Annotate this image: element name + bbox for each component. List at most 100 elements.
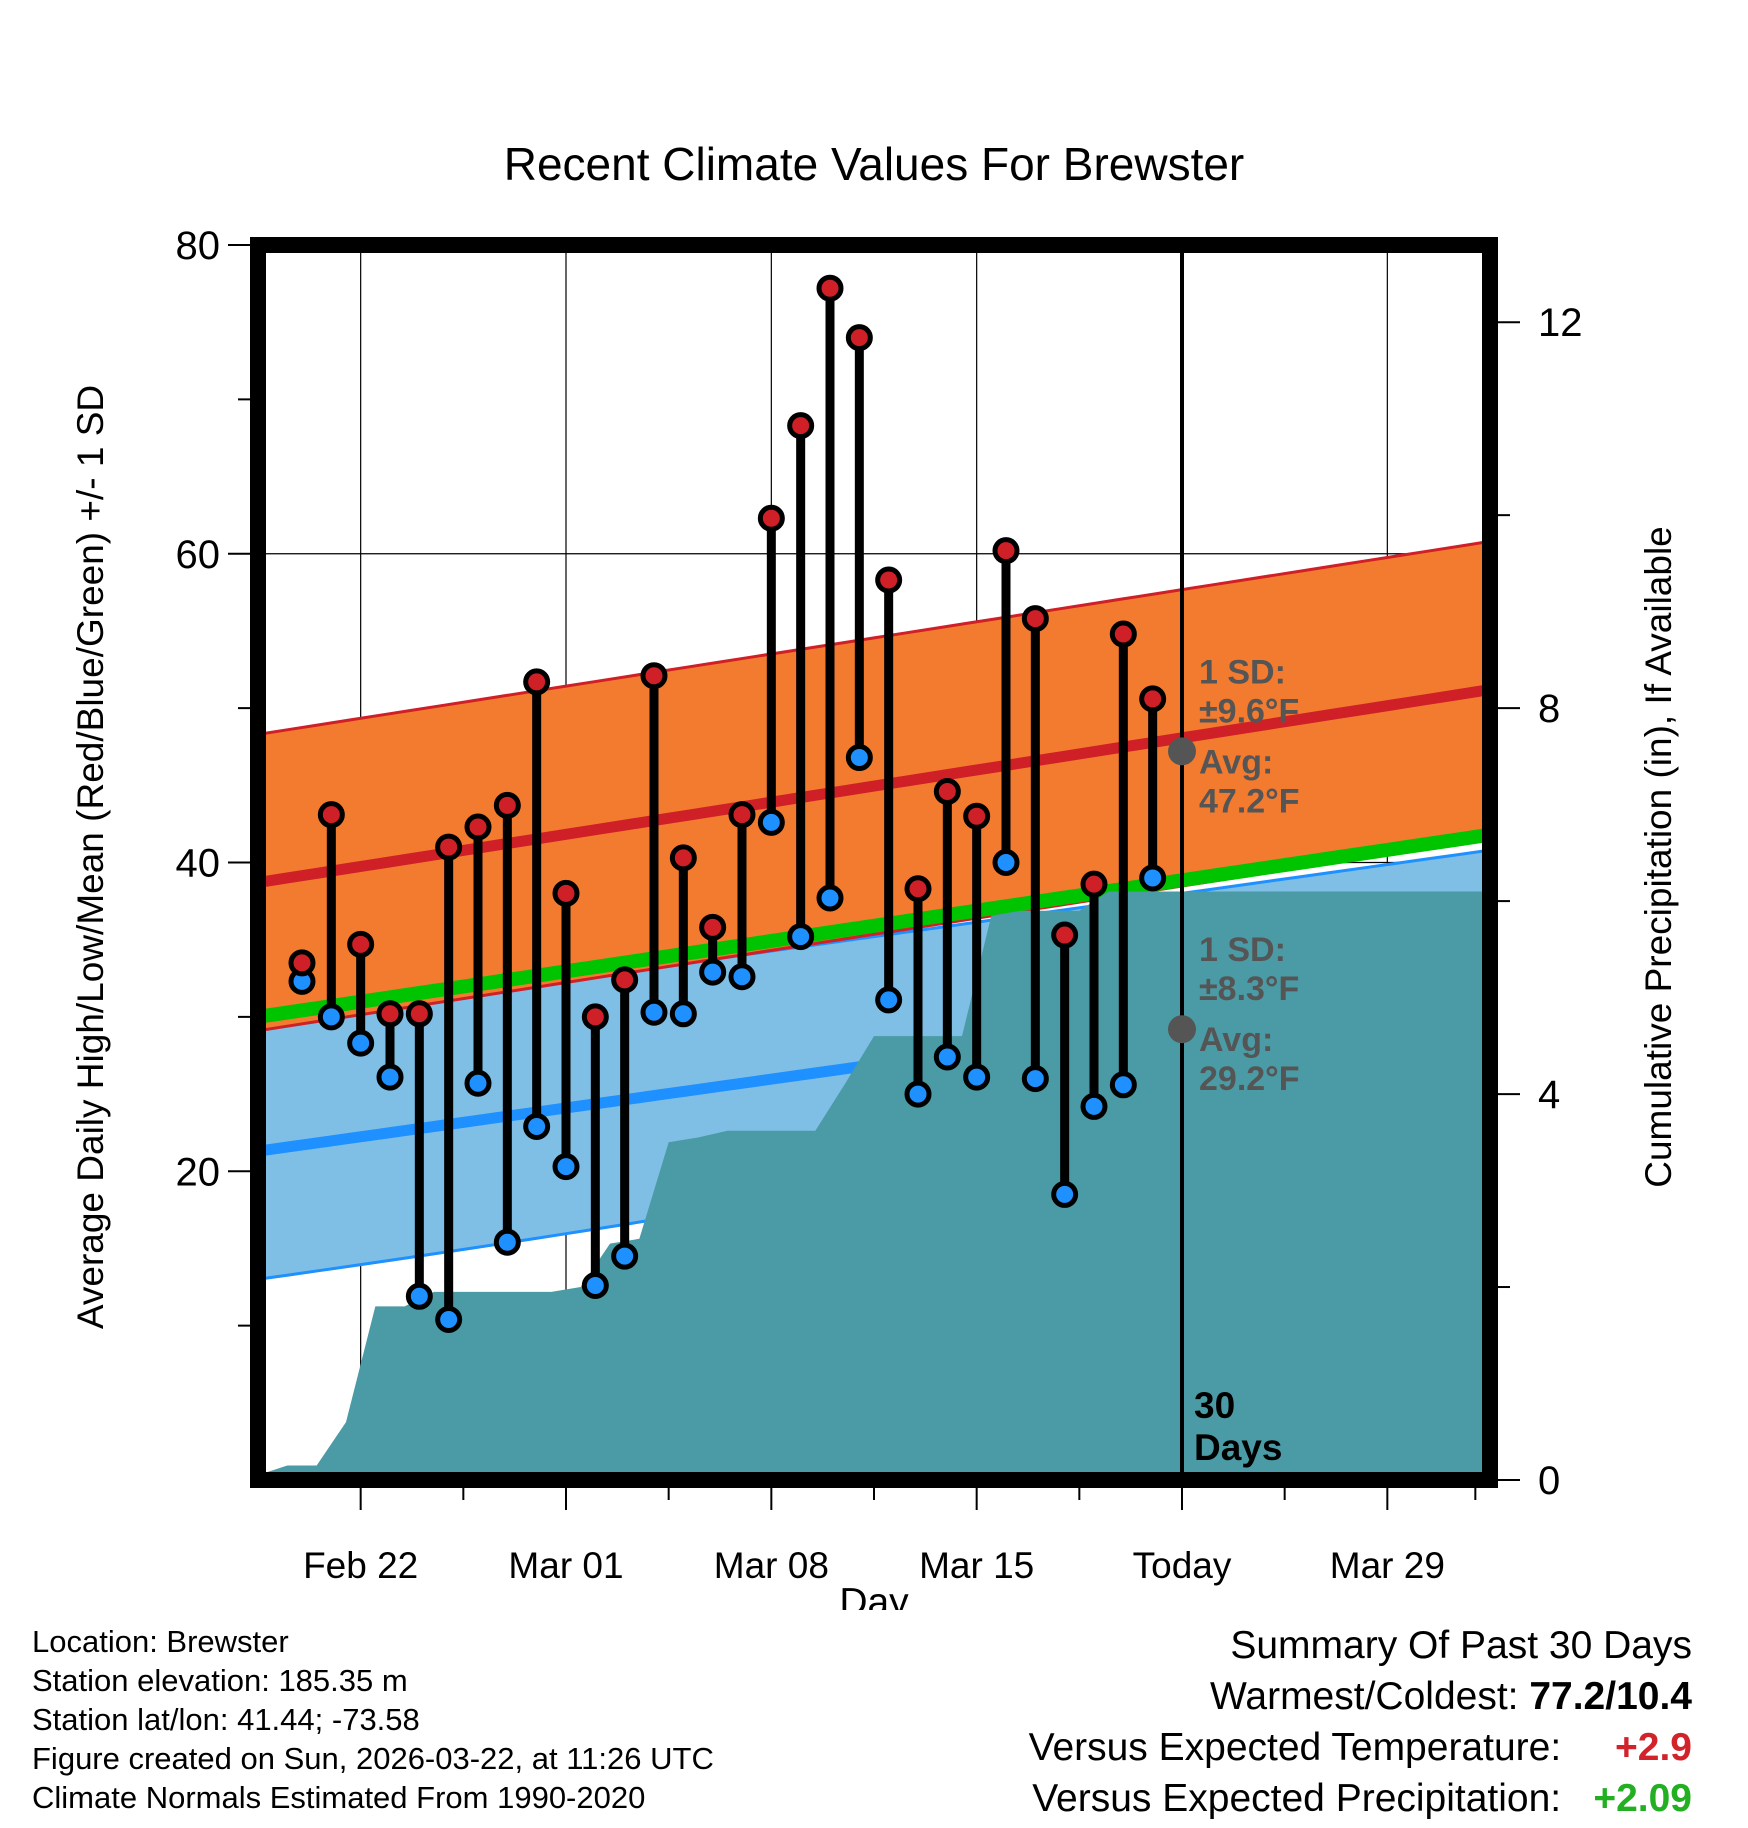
daily-high-point: [904, 875, 932, 903]
daily-high-point: [640, 662, 668, 690]
daily-low-point: [1080, 1092, 1108, 1120]
high-avg-label: Avg:: [1199, 743, 1273, 781]
daily-low-point: [904, 1080, 932, 1108]
daily-high-point: [611, 966, 639, 994]
daily-low-point: [757, 808, 785, 836]
warmest-coldest-row: Warmest/Coldest: 77.2/10.4: [1029, 1671, 1692, 1722]
daily-low-point: [376, 1063, 404, 1091]
daily-low-point: [640, 998, 668, 1026]
latlon-text: Station lat/lon: 41.44; -73.58: [32, 1702, 420, 1737]
daily-high-point: [757, 504, 785, 532]
daily-low-point: [933, 1043, 961, 1071]
daily-high-point: [728, 801, 756, 829]
daily-low-point: [875, 986, 903, 1014]
low-sd-value: ±8.3°F: [1199, 970, 1299, 1008]
daily-low-point: [1109, 1071, 1137, 1099]
temp-anomaly-label: Versus Expected Temperature:: [1028, 1726, 1562, 1769]
daily-high-point: [464, 813, 492, 841]
daily-high-point: [493, 791, 521, 819]
daily-high-point: [992, 537, 1020, 565]
x-tick-label: Feb 22: [303, 1545, 418, 1586]
warmest-coldest-value: 77.2/10.4: [1529, 1675, 1692, 1718]
low-avg-value: 29.2°F: [1199, 1060, 1300, 1098]
daily-low-point: [435, 1305, 463, 1333]
y-tick-label: 60: [176, 533, 221, 577]
low-avg-marker: [1168, 1015, 1196, 1044]
warmest-coldest-label: Warmest/Coldest:: [1210, 1675, 1519, 1718]
daily-high-point: [552, 879, 580, 907]
plot-frame: [250, 237, 1498, 1488]
daily-low-point: [699, 958, 727, 986]
daily-high-point: [875, 566, 903, 594]
y-tick-label: 80: [176, 224, 221, 268]
high-avg-value: 47.2°F: [1199, 782, 1300, 820]
daily-high-point: [288, 949, 316, 977]
temp-anomaly-row: Versus Expected Temperature: +2.9: [1029, 1722, 1692, 1773]
y-tick-label: 20: [176, 1150, 221, 1194]
daily-low-point: [317, 1003, 345, 1031]
high-normal-upper-edge: [258, 539, 1490, 736]
climate-chart: Recent Climate Values For Brewster 1 SD:…: [70, 138, 1679, 1610]
daily-high-point: [376, 1000, 404, 1028]
low-avg-label: Avg:: [1199, 1021, 1273, 1059]
daily-high-point: [435, 833, 463, 861]
daily-low-point: [464, 1069, 492, 1097]
chart-title: Recent Climate Values For Brewster: [504, 138, 1245, 190]
daily-high-point: [963, 802, 991, 830]
normals-text: Climate Normals Estimated From 1990-2020: [32, 1780, 646, 1815]
daily-low-point: [728, 963, 756, 991]
daily-low-point: [1139, 864, 1167, 892]
daily-high-point: [1109, 620, 1137, 648]
daily-high-point: [845, 324, 873, 352]
temp-anomaly-value: +2.9: [1615, 1726, 1692, 1769]
precip-anomaly-value: +2.09: [1593, 1777, 1692, 1820]
summary-panel: Summary Of Past 30 Days Warmest/Coldest:…: [1029, 1620, 1692, 1824]
y-axis-label: Average Daily High/Low/Mean (Red/Blue/Gr…: [70, 385, 111, 1329]
y2-tick-label: 0: [1538, 1459, 1560, 1503]
daily-low-point: [963, 1063, 991, 1091]
daily-high-point: [1021, 605, 1049, 633]
y2-tick-label: 12: [1538, 301, 1583, 345]
created-text: Figure created on Sun, 2026-03-22, at 11…: [32, 1741, 714, 1776]
window-label-number: 30: [1194, 1385, 1235, 1426]
daily-low-point: [347, 1029, 375, 1057]
high-sd-value: ±9.6°F: [1199, 692, 1299, 730]
x-tick-label: Today: [1133, 1545, 1232, 1586]
daily-low-point: [669, 1000, 697, 1028]
daily-high-point: [1139, 685, 1167, 713]
window-label-days: Days: [1194, 1427, 1282, 1468]
station-info: Location: Brewster Station elevation: 18…: [32, 1622, 714, 1817]
high-normal-line: [258, 684, 1490, 889]
y-tick-label: 40: [176, 842, 221, 886]
y2-tick-label: 4: [1538, 1073, 1560, 1117]
daily-high-point: [816, 274, 844, 302]
daily-low-point: [1051, 1180, 1079, 1208]
daily-high-point: [787, 412, 815, 440]
daily-high-point: [669, 844, 697, 872]
daily-low-point: [992, 849, 1020, 876]
precip-anomaly-label: Versus Expected Precipitation:: [1032, 1777, 1562, 1820]
daily-high-point: [699, 913, 727, 941]
elevation-text: Station elevation: 185.35 m: [32, 1663, 408, 1698]
daily-low-point: [611, 1242, 639, 1270]
y2-tick-label: 8: [1538, 687, 1560, 731]
daily-low-point: [787, 923, 815, 951]
daily-high-point: [933, 777, 961, 805]
daily-low-point: [581, 1271, 609, 1299]
mean-normal-line: [258, 827, 1490, 1024]
x-tick-label: Mar 29: [1330, 1545, 1445, 1586]
daily-low-point: [552, 1153, 580, 1181]
daily-low-point: [1021, 1065, 1049, 1093]
y2-axis-label: Cumulative Precipitation (in), If Availa…: [1638, 526, 1679, 1188]
daily-low-point: [523, 1112, 551, 1140]
daily-high-point: [581, 1003, 609, 1031]
x-tick-label: Mar 15: [919, 1545, 1034, 1586]
daily-high-point: [523, 668, 551, 696]
low-sd-label: 1 SD:: [1199, 931, 1286, 969]
daily-high-point: [1051, 921, 1079, 949]
daily-low-point: [405, 1282, 433, 1310]
high-sd-label: 1 SD:: [1199, 653, 1286, 691]
location-text: Location: Brewster: [32, 1624, 289, 1659]
x-axis-label: Day: [839, 1581, 909, 1610]
